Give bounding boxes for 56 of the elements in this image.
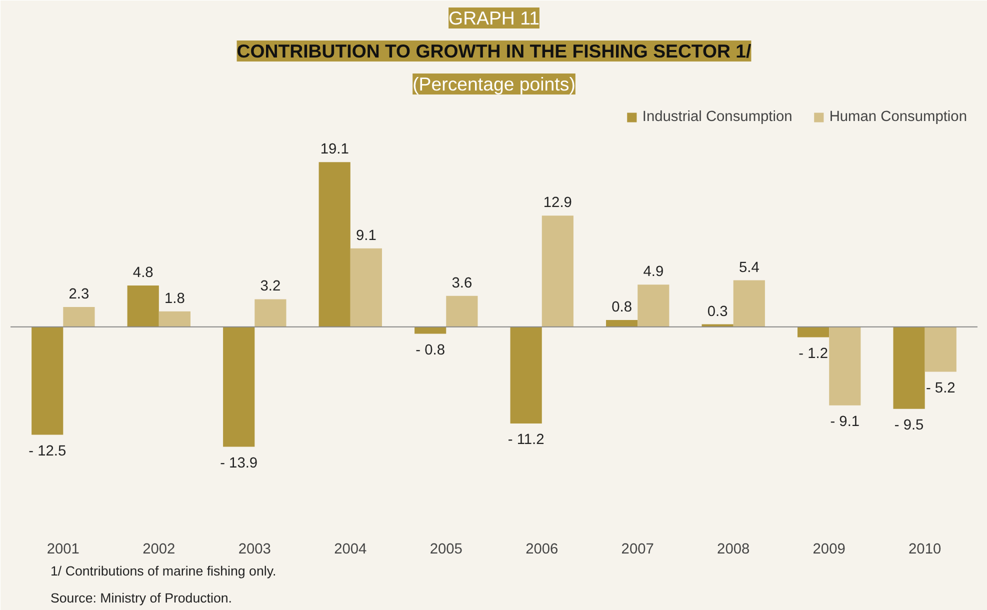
data-label: 0.8 (612, 299, 632, 316)
bar (446, 296, 478, 327)
data-label: - 9.1 (830, 414, 860, 430)
data-label: 5.4 (738, 260, 760, 276)
x-tick-label: 2009 (812, 542, 846, 558)
legend-label: Industrial Consumption (642, 109, 792, 125)
chart-subtitle: (Percentage points) (412, 74, 576, 94)
x-tick-label: 2008 (717, 542, 750, 558)
x-tick-label: 2002 (142, 542, 176, 558)
data-label: - 9.5 (894, 417, 924, 434)
text: 1/ Contributions of marine fishing only. (50, 564, 276, 578)
source-note: Source: Ministry of Production. (50, 590, 232, 606)
bar (350, 248, 382, 327)
chart-title: CONTRIBUTION TO GROWTH IN THE FISHING SECTOR 1/ (236, 40, 752, 62)
x-tick-label: 2004 (334, 542, 367, 558)
bar (414, 326, 446, 334)
bar (542, 216, 574, 327)
data-label: - 12.5 (28, 443, 66, 460)
data-label: 12.9 (543, 195, 572, 212)
data-label: - 13.9 (220, 455, 258, 472)
data-label: 3.2 (260, 278, 281, 295)
bar (893, 326, 925, 409)
data-label: - 1.2 (798, 346, 828, 362)
data-label: 1.8 (164, 290, 185, 307)
bar (158, 311, 190, 327)
bar (510, 326, 542, 424)
bar (829, 326, 861, 406)
x-tick-label: 2005 (430, 542, 462, 558)
x-tick-label: 2006 (526, 542, 558, 558)
bar (606, 320, 638, 327)
bar (127, 285, 159, 327)
bar (63, 307, 95, 327)
bar (223, 326, 255, 447)
data-label: - 11.2 (508, 432, 544, 448)
bar (638, 284, 670, 327)
legend-label: Human Consumption (829, 109, 967, 125)
data-label: 9.1 (356, 228, 376, 244)
data-label: 4.9 (643, 264, 664, 280)
data-label: - 5.2 (926, 380, 956, 396)
bar (733, 280, 765, 327)
data-label: 4.8 (132, 264, 154, 281)
bar (924, 326, 956, 372)
data-label: 3.6 (452, 275, 472, 292)
data-label: 19.1 (320, 142, 349, 158)
data-label: 0.3 (707, 304, 728, 320)
data-label: 2.3 (68, 286, 90, 303)
bar (798, 326, 830, 338)
data-label: - 0.8 (416, 342, 445, 358)
bar (254, 299, 286, 327)
bar (318, 162, 350, 327)
x-tick-label: 2003 (238, 542, 271, 558)
x-tick-label: 2010 (908, 542, 942, 558)
bar (32, 326, 64, 435)
caption: GRAPH 11 (448, 8, 540, 28)
x-tick-label: 2007 (621, 542, 654, 558)
x-tick-label: 2001 (46, 542, 80, 558)
